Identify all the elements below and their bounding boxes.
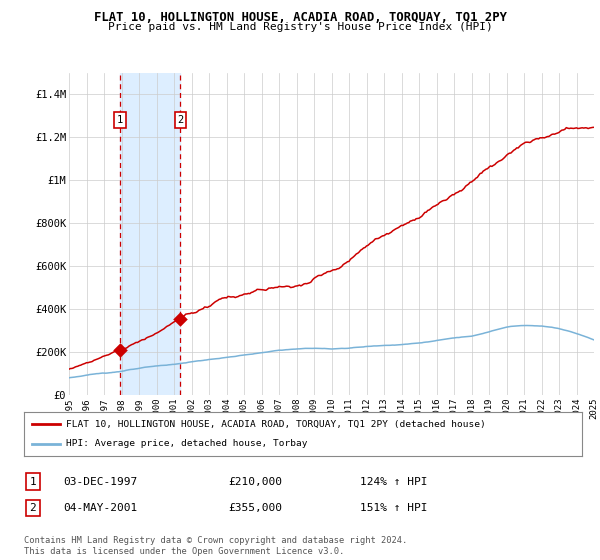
Text: 1: 1 [117, 115, 123, 125]
Text: £210,000: £210,000 [228, 477, 282, 487]
Point [115, 345, 125, 354]
Text: 151% ↑ HPI: 151% ↑ HPI [360, 503, 427, 513]
Point [176, 314, 185, 323]
Text: FLAT 10, HOLLINGTON HOUSE, ACADIA ROAD, TORQUAY, TQ1 2PY: FLAT 10, HOLLINGTON HOUSE, ACADIA ROAD, … [94, 11, 506, 24]
Bar [120, 73, 181, 395]
Text: 1: 1 [29, 477, 37, 487]
Text: 2: 2 [178, 115, 184, 125]
Text: 03-DEC-1997: 03-DEC-1997 [63, 477, 137, 487]
Text: 2: 2 [29, 503, 37, 513]
Text: HPI: Average price, detached house, Torbay: HPI: Average price, detached house, Torb… [66, 440, 307, 449]
Text: £355,000: £355,000 [228, 503, 282, 513]
Text: 04-MAY-2001: 04-MAY-2001 [63, 503, 137, 513]
Text: 124% ↑ HPI: 124% ↑ HPI [360, 477, 427, 487]
Text: Contains HM Land Registry data © Crown copyright and database right 2024.
This d: Contains HM Land Registry data © Crown c… [24, 536, 407, 556]
Text: FLAT 10, HOLLINGTON HOUSE, ACADIA ROAD, TORQUAY, TQ1 2PY (detached house): FLAT 10, HOLLINGTON HOUSE, ACADIA ROAD, … [66, 419, 485, 428]
Text: Price paid vs. HM Land Registry's House Price Index (HPI): Price paid vs. HM Land Registry's House … [107, 22, 493, 32]
